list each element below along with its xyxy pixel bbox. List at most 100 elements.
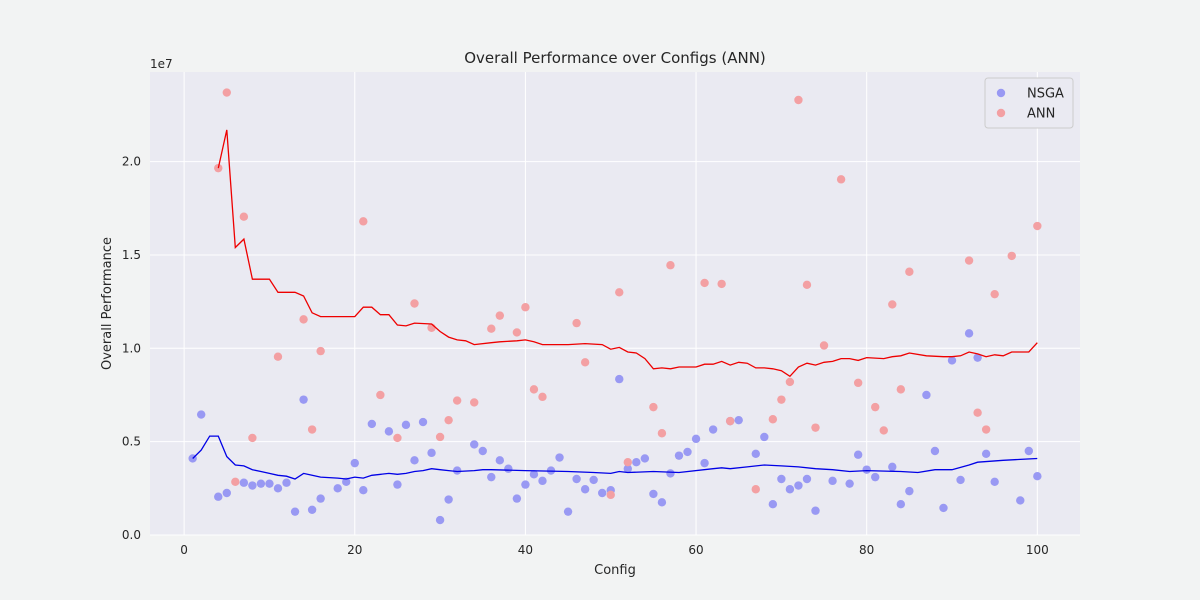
ann-point [231,477,240,486]
nsga-point [956,475,965,485]
ann-point [725,416,735,426]
nsga-point [555,453,564,462]
nsga-point [922,390,931,400]
ann-point [299,315,308,324]
nsga-point [623,464,632,473]
ann-point [871,402,880,412]
ann-point [1033,221,1042,231]
nsga-legend-label: NSGA [1027,87,1064,102]
ann-point [666,261,675,270]
ann-point [393,433,402,443]
x-axis-label: Config [594,563,636,578]
nsga-point [862,465,871,474]
nsga-point [632,457,641,467]
nsga-point [615,374,624,384]
nsga-point [1024,446,1034,456]
nsga-point [393,480,402,489]
ann-point [606,490,615,500]
nsga-point [384,427,394,436]
ann-point [307,425,317,434]
nsga-point [435,515,445,525]
nsga-point [333,484,342,493]
nsga-point [828,476,837,486]
x-tick-label: 60 [688,543,703,557]
nsga-point [563,507,573,516]
nsga-point [930,446,940,456]
x-tick-label: 20 [347,543,362,557]
nsga-point [640,454,650,463]
nsga-point [504,464,513,473]
nsga-trend-line [192,435,1038,480]
ann-point [495,311,505,320]
ann-point [521,303,530,312]
nsga-point [316,494,325,503]
y-tick-label: 1.0 [122,341,141,355]
nsga-point [495,456,505,465]
scatter-points [188,88,1042,525]
ann-point [444,415,453,425]
nsga-point [990,477,999,486]
nsga-point [470,440,479,449]
ann-point [1007,251,1016,261]
ann-point [905,267,914,276]
ann-point [273,352,283,361]
ann-point [615,288,624,297]
nsga-point [1033,471,1042,481]
nsga-point [512,494,522,503]
nsga-point [521,480,530,489]
nsga-point [290,507,300,516]
ann-point [359,217,368,226]
nsga-point [256,479,266,488]
legend-box [984,77,1074,129]
nsga-point [649,489,658,499]
ann-legend-marker [996,108,1006,118]
ann-point [700,278,709,288]
ann-point [572,318,581,328]
nsga-point [785,485,795,494]
ann-point [896,385,906,394]
trend-lines [192,129,1038,480]
nsga-point [307,505,317,514]
ann-point [853,378,863,388]
ann-point [802,280,812,290]
ann-point [623,457,632,467]
nsga-point [273,484,283,493]
nsga-point [691,434,701,444]
ann-point [435,432,445,442]
ann-trend-line [217,129,1038,378]
ann-point [222,88,231,97]
nsga-point [401,420,411,430]
nsga-point [342,477,351,486]
ann-point [649,402,658,412]
ann-point [376,390,385,400]
nsga-point [444,495,453,504]
ann-point [717,279,726,289]
nsga-point [811,506,820,515]
nsga-point [580,485,590,494]
ann-point [248,433,257,443]
nsga-point [853,450,863,459]
nsga-point [794,481,803,490]
ann-point [777,395,786,404]
nsga-point [905,486,914,496]
tick-labels: 0 20 40 60 80 100 0.0 0.5 1.0 1.5 2.0 [122,155,1049,557]
ann-point [990,289,999,299]
nsga-point [751,449,760,458]
ann-point [316,346,325,356]
legend: NSGA ANN [984,77,1074,129]
ann-point [239,212,249,221]
nsga-point [196,410,206,419]
x-tick-label: 0 [180,543,188,557]
nsga-point [478,446,487,456]
nsga-point [418,417,428,427]
ann-point [751,485,760,494]
nsga-point [282,478,291,487]
nsga-point [538,476,547,486]
y-tick-label: 2.0 [122,155,141,169]
nsga-point [683,447,692,457]
nsga-point [367,419,377,429]
ann-point [888,300,897,309]
nsga-point [598,488,607,498]
nsga-point [239,478,249,487]
ann-point [470,398,479,407]
